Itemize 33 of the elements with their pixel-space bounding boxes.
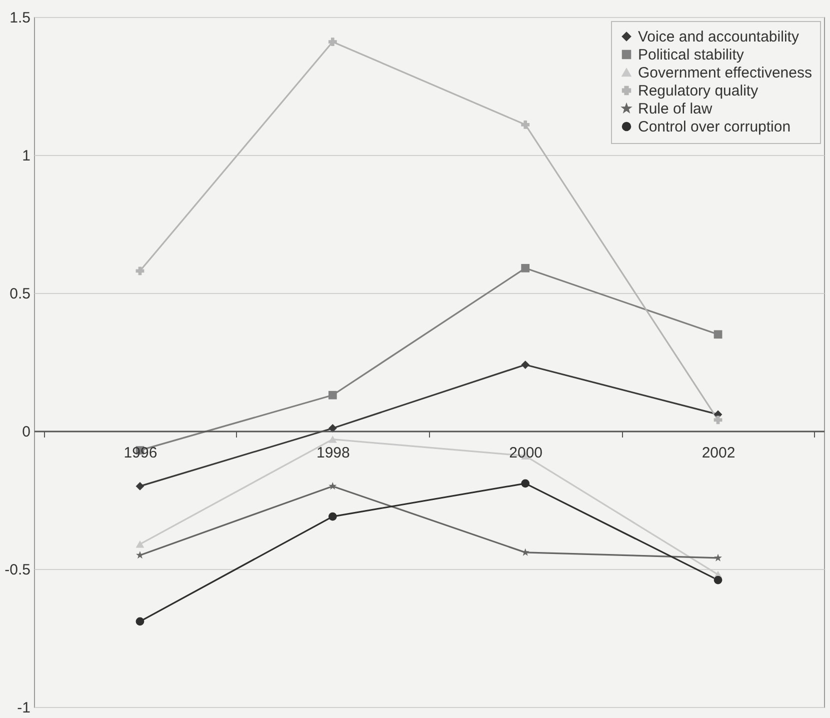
legend-label: Voice and accountability xyxy=(638,28,800,46)
y-tick-label: -1 xyxy=(17,700,30,716)
y-tick-label: 1.5 xyxy=(10,10,30,26)
y-tick-label: 0.5 xyxy=(10,286,30,302)
point xyxy=(714,576,722,584)
point xyxy=(714,554,722,562)
x-tick-label: 2002 xyxy=(702,444,736,462)
point xyxy=(136,617,144,626)
point xyxy=(328,390,337,400)
point xyxy=(328,436,337,443)
x-tick-label: 1996 xyxy=(124,444,158,462)
point xyxy=(328,482,337,490)
y-tick-label: 0 xyxy=(22,424,30,440)
y-tick-label: 1 xyxy=(22,148,30,164)
point xyxy=(521,120,530,129)
point xyxy=(328,512,337,521)
point xyxy=(328,38,337,46)
legend-label: Regulatory quality xyxy=(638,82,759,100)
x-tick-label: 1998 xyxy=(316,444,350,462)
point xyxy=(136,482,144,490)
point xyxy=(521,360,530,369)
legend-label: Political stability xyxy=(638,46,744,64)
point xyxy=(328,424,337,432)
legend-label: Rule of law xyxy=(638,100,712,118)
point xyxy=(714,330,722,339)
point xyxy=(521,264,530,272)
point xyxy=(136,266,144,276)
y-tick-label: -0.5 xyxy=(4,562,30,578)
legend-label: Control over corruption xyxy=(638,118,791,136)
point xyxy=(136,540,144,548)
point xyxy=(521,479,530,488)
legend-label: Government effectiveness xyxy=(638,64,812,82)
x-tick-label: 2000 xyxy=(509,444,543,462)
